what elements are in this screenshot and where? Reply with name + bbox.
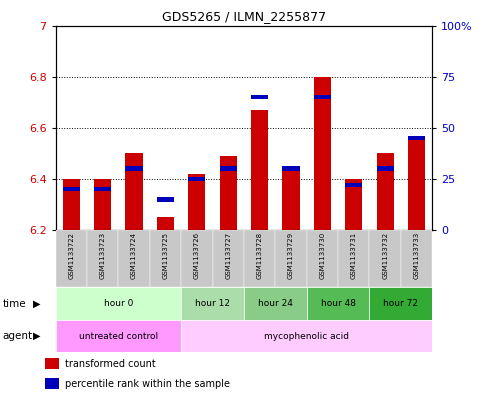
Text: GSM1133724: GSM1133724 [131, 231, 137, 279]
Text: hour 48: hour 48 [321, 299, 355, 308]
Bar [220, 166, 237, 171]
Bar [181, 320, 432, 352]
Text: hour 0: hour 0 [104, 299, 133, 308]
Text: hour 24: hour 24 [258, 299, 293, 308]
Bar [244, 230, 275, 287]
Bar [94, 179, 111, 230]
Bar [244, 287, 307, 320]
Bar [56, 320, 181, 352]
Text: GSM1133726: GSM1133726 [194, 231, 200, 279]
Bar [338, 230, 369, 287]
Text: GSM1133728: GSM1133728 [256, 231, 263, 279]
Text: agent: agent [2, 331, 32, 341]
Text: GSM1133731: GSM1133731 [351, 231, 357, 279]
Bar [345, 179, 362, 230]
Text: GSM1133730: GSM1133730 [319, 231, 326, 279]
Bar [314, 95, 331, 99]
Text: GSM1133732: GSM1133732 [382, 231, 388, 279]
Bar [126, 166, 142, 171]
Bar [251, 110, 268, 230]
Bar [118, 230, 150, 287]
Bar [377, 166, 394, 171]
Bar [188, 176, 205, 181]
Bar [307, 287, 369, 320]
Text: transformed count: transformed count [65, 359, 156, 369]
Text: GSM1133729: GSM1133729 [288, 231, 294, 279]
Bar [56, 230, 87, 287]
Text: hour 72: hour 72 [384, 299, 418, 308]
Bar [307, 230, 338, 287]
Bar [188, 174, 205, 230]
Bar [213, 230, 244, 287]
Text: ▶: ▶ [33, 331, 41, 341]
Text: mycophenolic acid: mycophenolic acid [264, 332, 349, 340]
Bar [181, 230, 213, 287]
Bar [401, 230, 432, 287]
Bar [45, 358, 59, 369]
Text: GSM1133722: GSM1133722 [68, 231, 74, 279]
Bar [157, 197, 174, 202]
Bar [126, 153, 142, 230]
Bar [45, 378, 59, 389]
Bar [220, 156, 237, 230]
Text: percentile rank within the sample: percentile rank within the sample [65, 378, 230, 389]
Text: GSM1133723: GSM1133723 [99, 231, 106, 279]
Bar [369, 287, 432, 320]
Bar [150, 230, 181, 287]
Bar [251, 95, 268, 99]
Bar [408, 136, 425, 140]
Text: ▶: ▶ [33, 299, 41, 309]
Bar [181, 287, 244, 320]
Bar [408, 141, 425, 230]
Bar [377, 153, 394, 230]
Text: GSM1133733: GSM1133733 [413, 231, 420, 279]
Text: hour 12: hour 12 [195, 299, 230, 308]
Text: time: time [2, 299, 26, 309]
Text: GSM1133727: GSM1133727 [225, 231, 231, 279]
Bar [369, 230, 401, 287]
Text: GDS5265 / ILMN_2255877: GDS5265 / ILMN_2255877 [162, 10, 326, 23]
Bar [63, 187, 80, 191]
Text: untreated control: untreated control [79, 332, 158, 340]
Text: GSM1133725: GSM1133725 [162, 231, 169, 279]
Bar [56, 287, 181, 320]
Bar [275, 230, 307, 287]
Bar [345, 183, 362, 187]
Bar [94, 187, 111, 191]
Bar [314, 77, 331, 230]
Bar [87, 230, 118, 287]
Bar [63, 179, 80, 230]
Bar [157, 217, 174, 230]
Bar [283, 166, 299, 230]
Bar [283, 166, 299, 171]
